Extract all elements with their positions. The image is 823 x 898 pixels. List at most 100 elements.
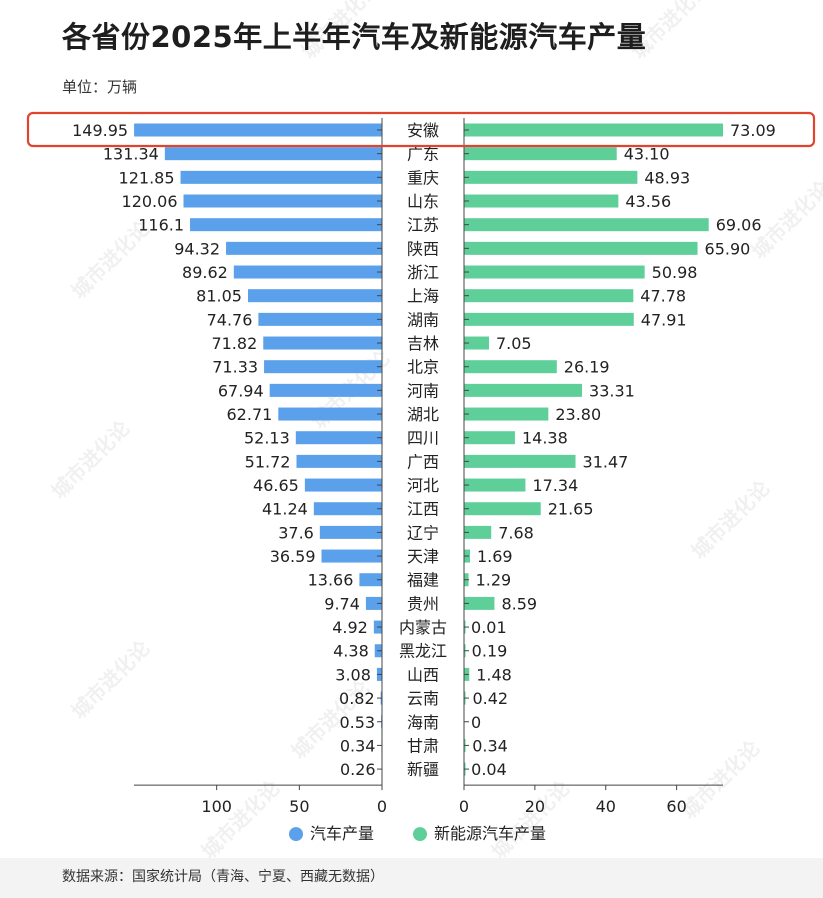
car-bar-北京 — [264, 360, 382, 374]
legend-nev-swatch — [413, 827, 427, 842]
car-bar-吉林 — [263, 336, 382, 350]
legend-car-label: 汽车产量 — [310, 824, 374, 843]
nev-value-label: 23.80 — [555, 405, 601, 424]
category-label: 内蒙古 — [399, 618, 447, 637]
car-bar-湖南 — [258, 312, 382, 326]
car-value-label: 120.06 — [122, 192, 178, 211]
right-x-tick-label: 20 — [525, 797, 545, 816]
car-bar-河南 — [269, 383, 382, 397]
nev-bar-安徽 — [464, 123, 723, 137]
car-bar-陕西 — [226, 241, 382, 255]
car-value-label: 9.74 — [324, 594, 360, 613]
car-value-label: 4.92 — [332, 618, 368, 637]
nev-bar-重庆 — [464, 170, 638, 184]
nev-value-label: 65.90 — [705, 239, 751, 258]
category-label: 海南 — [407, 713, 439, 732]
watermark-2: 城市进化论 — [627, 0, 715, 64]
nev-value-label: 21.65 — [548, 500, 594, 519]
car-value-label: 71.82 — [211, 334, 257, 353]
category-label: 上海 — [407, 287, 439, 306]
car-value-label: 37.6 — [278, 523, 314, 542]
category-label: 广东 — [407, 145, 439, 164]
category-label: 湖南 — [407, 310, 439, 329]
legend-car-swatch — [289, 827, 303, 842]
nev-bar-北京 — [464, 360, 557, 374]
category-label: 辽宁 — [407, 523, 439, 542]
category-label: 北京 — [407, 358, 439, 377]
car-value-label: 0.34 — [340, 736, 376, 755]
nev-value-label: 73.09 — [730, 121, 776, 140]
nev-value-label: 1.29 — [476, 571, 512, 590]
car-bar-浙江 — [233, 265, 382, 279]
car-bar-江西 — [313, 502, 382, 516]
car-value-label: 51.72 — [245, 452, 291, 471]
car-value-label: 52.13 — [244, 429, 290, 448]
car-bar-福建 — [359, 573, 382, 587]
nev-value-label: 69.06 — [716, 216, 762, 235]
car-bar-河北 — [304, 478, 382, 492]
nev-value-label: 48.93 — [644, 168, 690, 187]
car-bar-广东 — [164, 147, 382, 161]
nev-value-label: 0.34 — [472, 736, 508, 755]
nev-bar-陕西 — [464, 241, 698, 255]
data-source-note: 数据来源：国家统计局（青海、宁夏、西藏无数据） — [62, 869, 384, 885]
nev-bar-山东 — [464, 194, 619, 208]
category-label: 云南 — [407, 689, 439, 708]
category-label: 河北 — [407, 476, 439, 495]
category-label: 福建 — [407, 571, 439, 590]
nev-bar-河北 — [464, 478, 526, 492]
nev-value-label: 50.98 — [652, 263, 698, 282]
nev-value-label: 7.68 — [498, 523, 534, 542]
nev-bar-四川 — [464, 431, 515, 445]
nev-bar-广西 — [464, 454, 576, 468]
right-x-tick-label: 40 — [596, 797, 616, 816]
car-bar-江苏 — [190, 218, 382, 232]
nev-value-label: 43.56 — [625, 192, 671, 211]
category-label: 新疆 — [407, 760, 439, 779]
category-label: 河南 — [407, 381, 439, 400]
nev-value-label: 31.47 — [583, 452, 629, 471]
car-bar-广西 — [296, 454, 382, 468]
car-value-label: 36.59 — [270, 547, 316, 566]
car-value-label: 4.38 — [333, 642, 369, 661]
car-value-label: 46.65 — [253, 476, 299, 495]
category-label: 江苏 — [407, 216, 439, 235]
category-label: 湖北 — [407, 405, 439, 424]
nev-bar-湖南 — [464, 312, 634, 326]
car-value-label: 81.05 — [196, 287, 242, 306]
car-bar-山东 — [183, 194, 382, 208]
category-label: 吉林 — [407, 334, 439, 353]
car-value-label: 121.85 — [119, 168, 175, 187]
nev-value-label: 47.78 — [640, 287, 686, 306]
nev-bar-吉林 — [464, 336, 489, 350]
car-bar-辽宁 — [319, 525, 382, 539]
watermark-4: 城市进化论 — [47, 415, 135, 503]
car-bar-贵州 — [365, 596, 382, 610]
nev-value-label: 1.69 — [477, 547, 513, 566]
unit-label: 单位：万辆 — [62, 78, 138, 96]
car-value-label: 3.08 — [335, 665, 371, 684]
nev-bar-江苏 — [464, 218, 709, 232]
legend-nev-label: 新能源汽车产量 — [434, 824, 546, 843]
car-bar-上海 — [247, 289, 382, 303]
car-bar-重庆 — [180, 170, 382, 184]
footer-band — [0, 858, 823, 898]
car-value-label: 74.76 — [207, 310, 253, 329]
nev-value-label: 14.38 — [522, 429, 568, 448]
category-label: 重庆 — [407, 168, 439, 187]
watermark-6: 城市进化论 — [687, 475, 775, 563]
category-label: 山东 — [407, 192, 439, 211]
right-x-tick-label: 0 — [459, 797, 469, 816]
left-x-tick-label: 100 — [201, 797, 232, 816]
car-value-label: 13.66 — [308, 571, 354, 590]
nev-value-label: 47.91 — [641, 310, 687, 329]
nev-bar-贵州 — [464, 596, 495, 610]
left-x-tick-label: 50 — [289, 797, 309, 816]
category-label: 山西 — [407, 665, 439, 684]
watermark-1: 城市进化论 — [297, 0, 385, 64]
car-value-label: 0.26 — [340, 760, 376, 779]
car-value-label: 62.71 — [227, 405, 273, 424]
watermark-9: 城市进化论 — [677, 735, 765, 823]
car-value-label: 41.24 — [262, 500, 308, 519]
